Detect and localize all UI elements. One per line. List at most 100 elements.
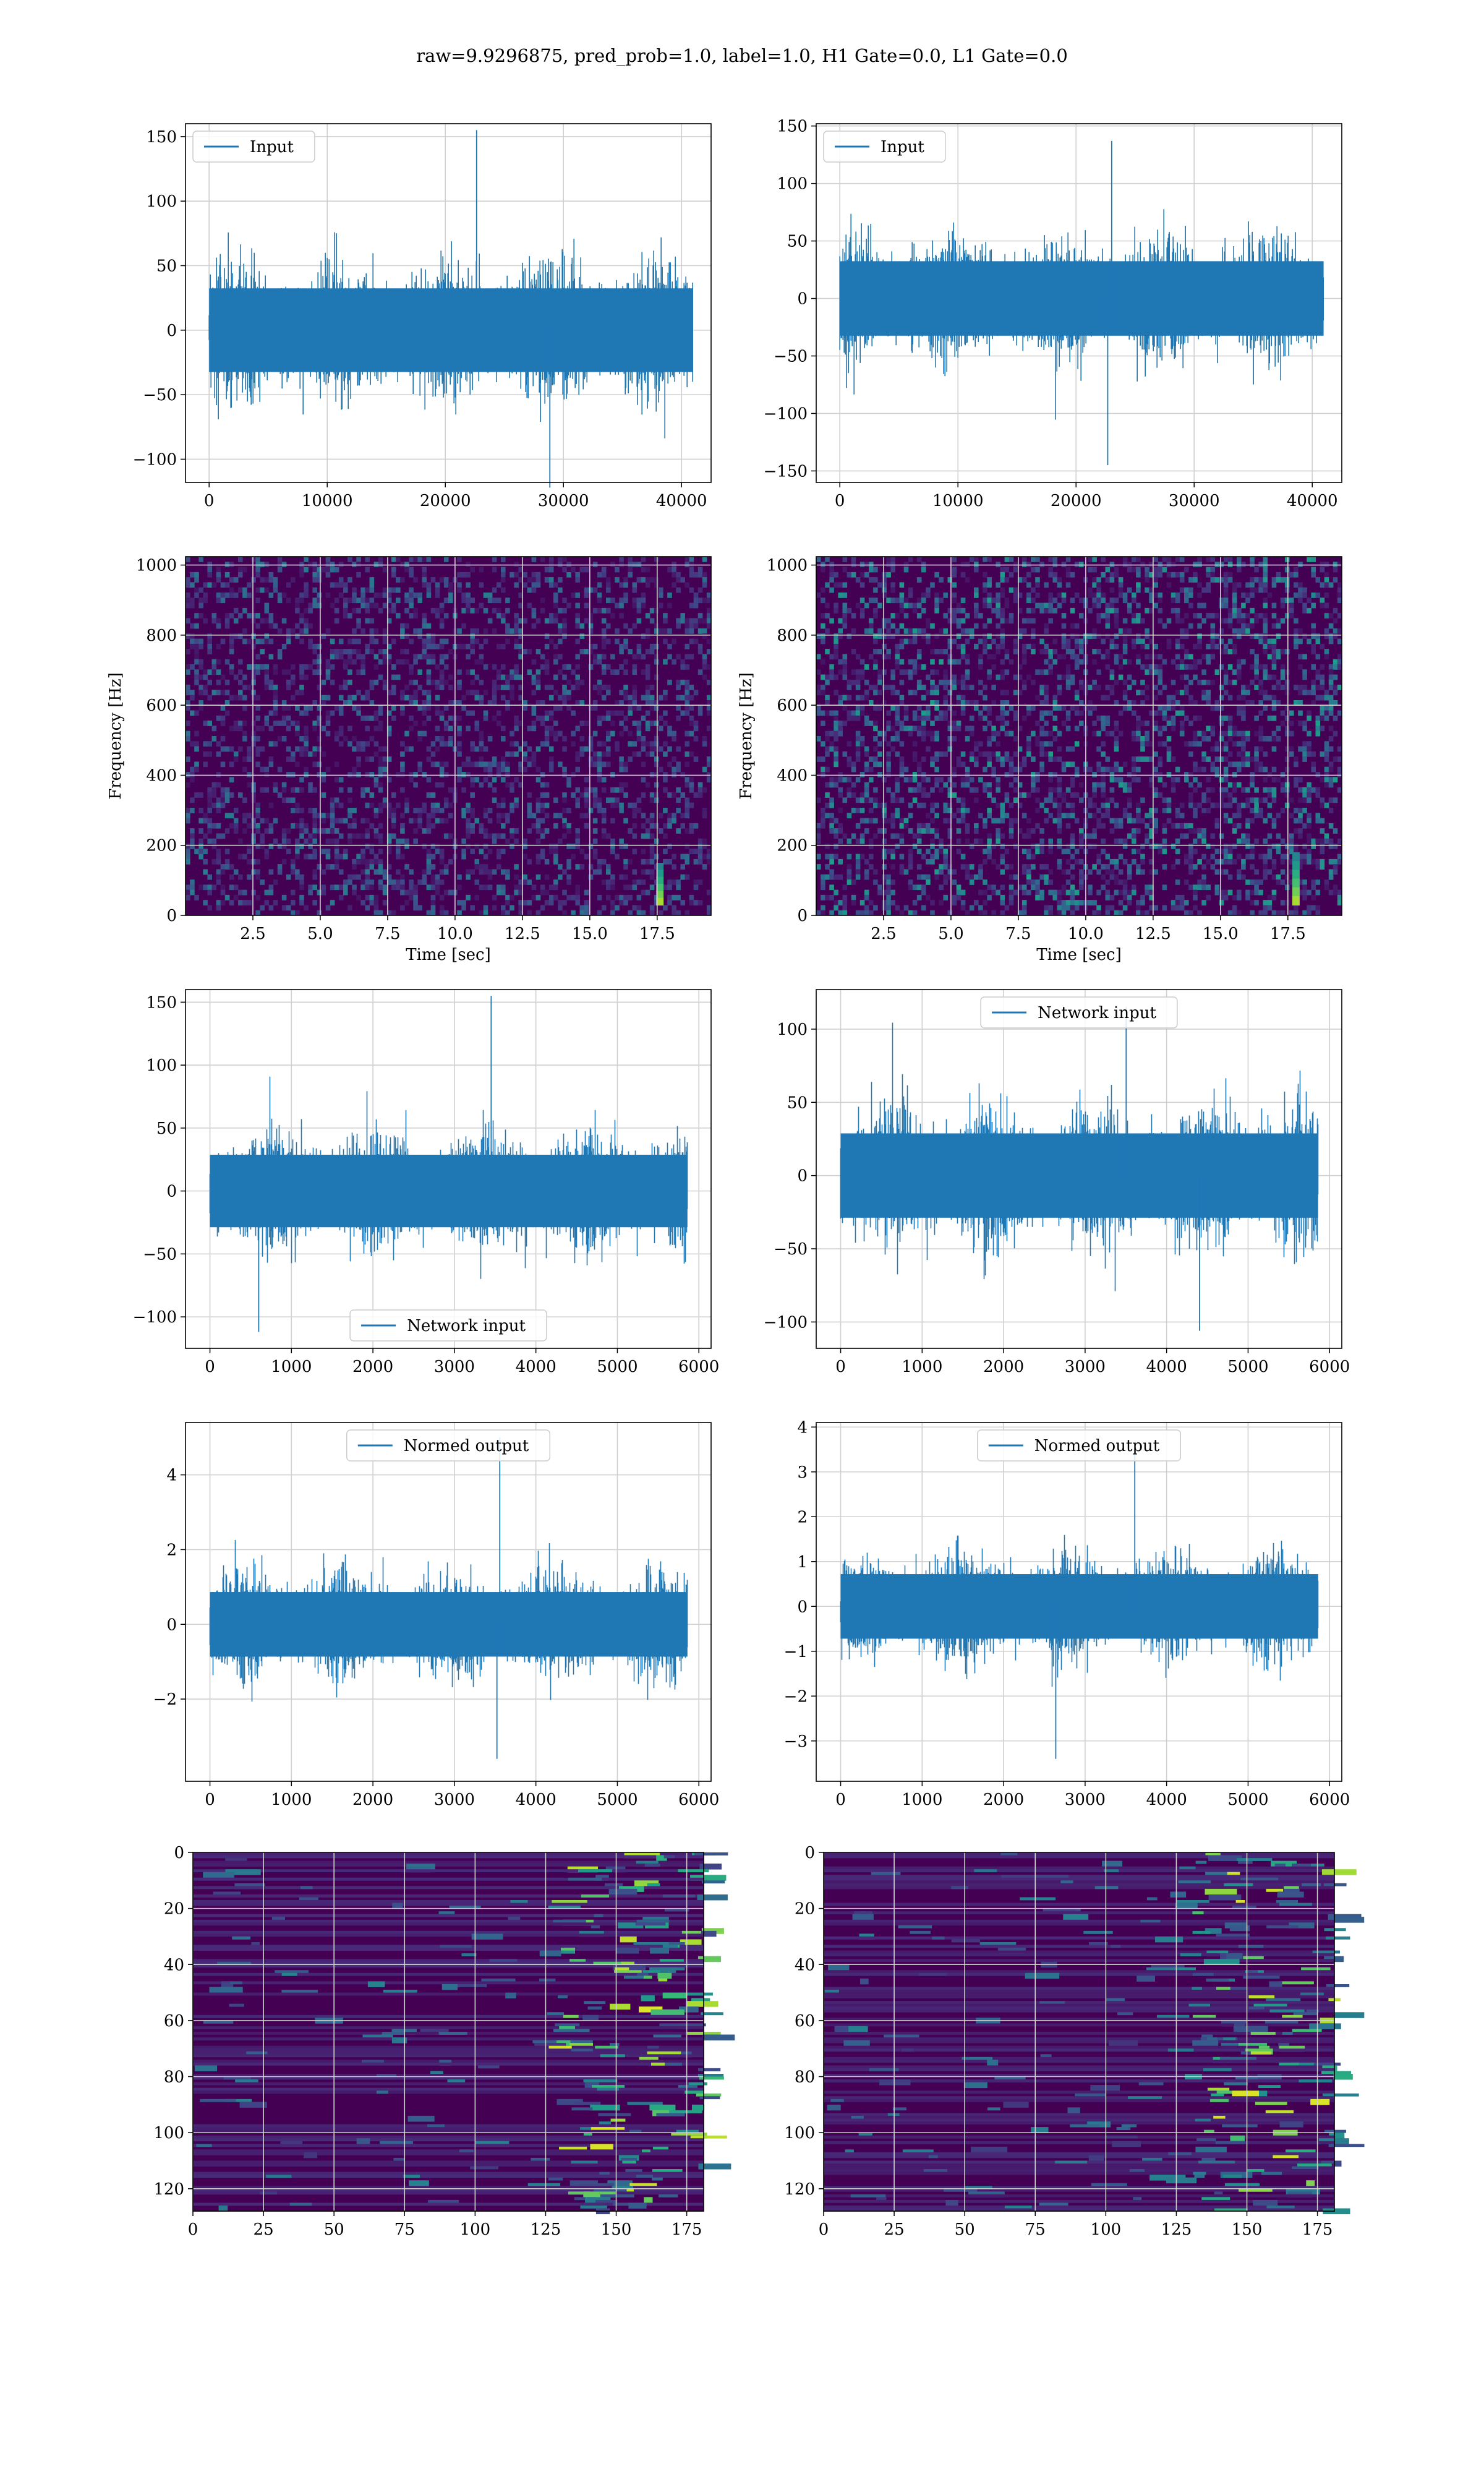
spectrogram-cell: [474, 894, 480, 901]
spectrogram-cell: [553, 690, 558, 696]
spectrogram-cell: [1109, 577, 1115, 583]
spectrogram-cell: [413, 628, 418, 634]
spectrogram-cell: [1061, 900, 1067, 905]
spectrogram-cell: [1166, 772, 1172, 777]
spectrogram-cell: [501, 567, 506, 573]
spectrogram-cell: [584, 889, 589, 896]
spectrogram-cell: [672, 792, 676, 798]
spectrogram-cell: [1074, 633, 1080, 640]
spectrogram-cell: [417, 880, 422, 885]
spectrogram-cell: [974, 761, 979, 768]
spectrogram-cell: [317, 910, 322, 916]
y-tick-label: 600: [146, 696, 177, 715]
spectrogram-cell: [1096, 905, 1101, 911]
spectrogram-cell: [544, 669, 550, 675]
spectrogram-cell: [672, 818, 676, 824]
spectrogram-cell: [882, 700, 887, 706]
spectrogram-cell: [934, 782, 939, 788]
spectrogram-cell: [575, 833, 580, 839]
spectrogram-cell: [260, 649, 265, 654]
spectrogram-cell: [1105, 577, 1111, 583]
spectrogram-cell: [588, 746, 594, 752]
spectrogram-cell: [338, 818, 344, 824]
spectrogram-cell: [1153, 792, 1158, 798]
spectrogram-cell: [426, 690, 432, 696]
spectrogram-cell: [409, 700, 414, 706]
spectrogram-cell: [457, 884, 462, 891]
spectrogram-cell: [518, 633, 523, 640]
spectrogram-cell: [483, 593, 488, 598]
spectrogram-cell: [229, 792, 234, 798]
spectrogram-cell: [601, 858, 607, 865]
spectrogram-cell: [926, 730, 931, 737]
spectrogram-cell: [216, 690, 221, 696]
spectrogram-cell: [194, 577, 199, 583]
spectrogram-cell: [890, 587, 895, 593]
spectrogram-cell: [422, 828, 427, 834]
spectrogram-cell: [308, 854, 313, 860]
spectrogram-cell: [649, 695, 655, 701]
spectrogram-cell: [952, 766, 957, 773]
spectrogram-cell: [575, 884, 580, 891]
spectrogram-cell: [689, 823, 694, 829]
spectrogram-cell: [649, 751, 655, 757]
spectrogram-cell: [702, 736, 707, 742]
spectrogram-cell: [356, 607, 361, 614]
spectrogram-cell: [934, 690, 939, 696]
spectrogram-cell: [916, 685, 922, 690]
spectrogram-cell: [877, 802, 882, 808]
spectrogram-cell: [1065, 649, 1071, 654]
spectrogram-cell: [956, 756, 962, 762]
spectrogram-cell: [965, 628, 970, 634]
figure-title: raw=9.9296875, pred_prob=1.0, label=1.0,…: [416, 45, 1068, 67]
spectrogram-cell: [470, 813, 475, 819]
spectrogram-cell: [190, 884, 195, 891]
spectrogram-cell: [273, 721, 278, 726]
spectrogram-cell: [851, 669, 856, 675]
spectrogram-cell: [430, 844, 436, 849]
spectrogram-cell: [676, 679, 681, 685]
spectrogram-cell: [702, 766, 707, 773]
spectrogram-cell: [943, 710, 948, 716]
spectrogram-cell: [356, 623, 361, 629]
spectrogram-cell: [360, 628, 365, 634]
spectrogram-cell: [233, 808, 239, 813]
spectrogram-cell: [851, 894, 856, 901]
spectrogram-cell: [846, 607, 852, 614]
spectrogram-cell: [623, 864, 628, 870]
spectrogram-cell: [1000, 613, 1005, 618]
spectrogram-cell: [216, 577, 221, 583]
spectrogram-cell: [895, 730, 900, 737]
spectrogram-cell: [544, 782, 550, 788]
spectrogram-cell: [659, 587, 663, 593]
spectrogram-cell: [886, 751, 891, 757]
spectrogram-cell: [978, 869, 983, 875]
spectrogram-cell: [203, 582, 208, 588]
spectrogram-cell: [654, 736, 659, 742]
spectrogram-cell: [654, 761, 659, 768]
spectrogram-cell: [615, 802, 620, 808]
spectrogram-cell: [400, 854, 405, 860]
spectrogram-cell: [628, 894, 633, 901]
spectrogram-cell: [1074, 705, 1080, 711]
spectrogram-cell: [930, 844, 935, 849]
spectrogram-cell: [386, 643, 392, 649]
spectrogram-cell: [255, 726, 260, 732]
spectrogram-cell: [601, 628, 607, 634]
spectrogram-cell: [636, 730, 642, 737]
spectrogram-cell: [1127, 833, 1132, 839]
input-l1-ticks: 0 10000 20000 30000 40000−150−100−5005010015…: [764, 118, 1338, 510]
spectrogram-cell: [1122, 638, 1128, 644]
y-tick-label: 0: [166, 322, 177, 340]
spectrogram-cell: [934, 669, 939, 675]
spectrogram-cell: [926, 633, 931, 640]
spectrogram-cell: [903, 567, 909, 573]
spectrogram-cell: [706, 607, 712, 614]
spectrogram-l1-cells: [816, 557, 1342, 916]
spectrogram-cell: [317, 593, 322, 598]
spectrogram-cell: [615, 700, 620, 706]
spectrogram-cell: [851, 880, 856, 885]
spectrogram-cell: [667, 567, 672, 573]
spectrogram-cell: [1048, 787, 1053, 793]
spectrogram-cell: [562, 700, 567, 706]
